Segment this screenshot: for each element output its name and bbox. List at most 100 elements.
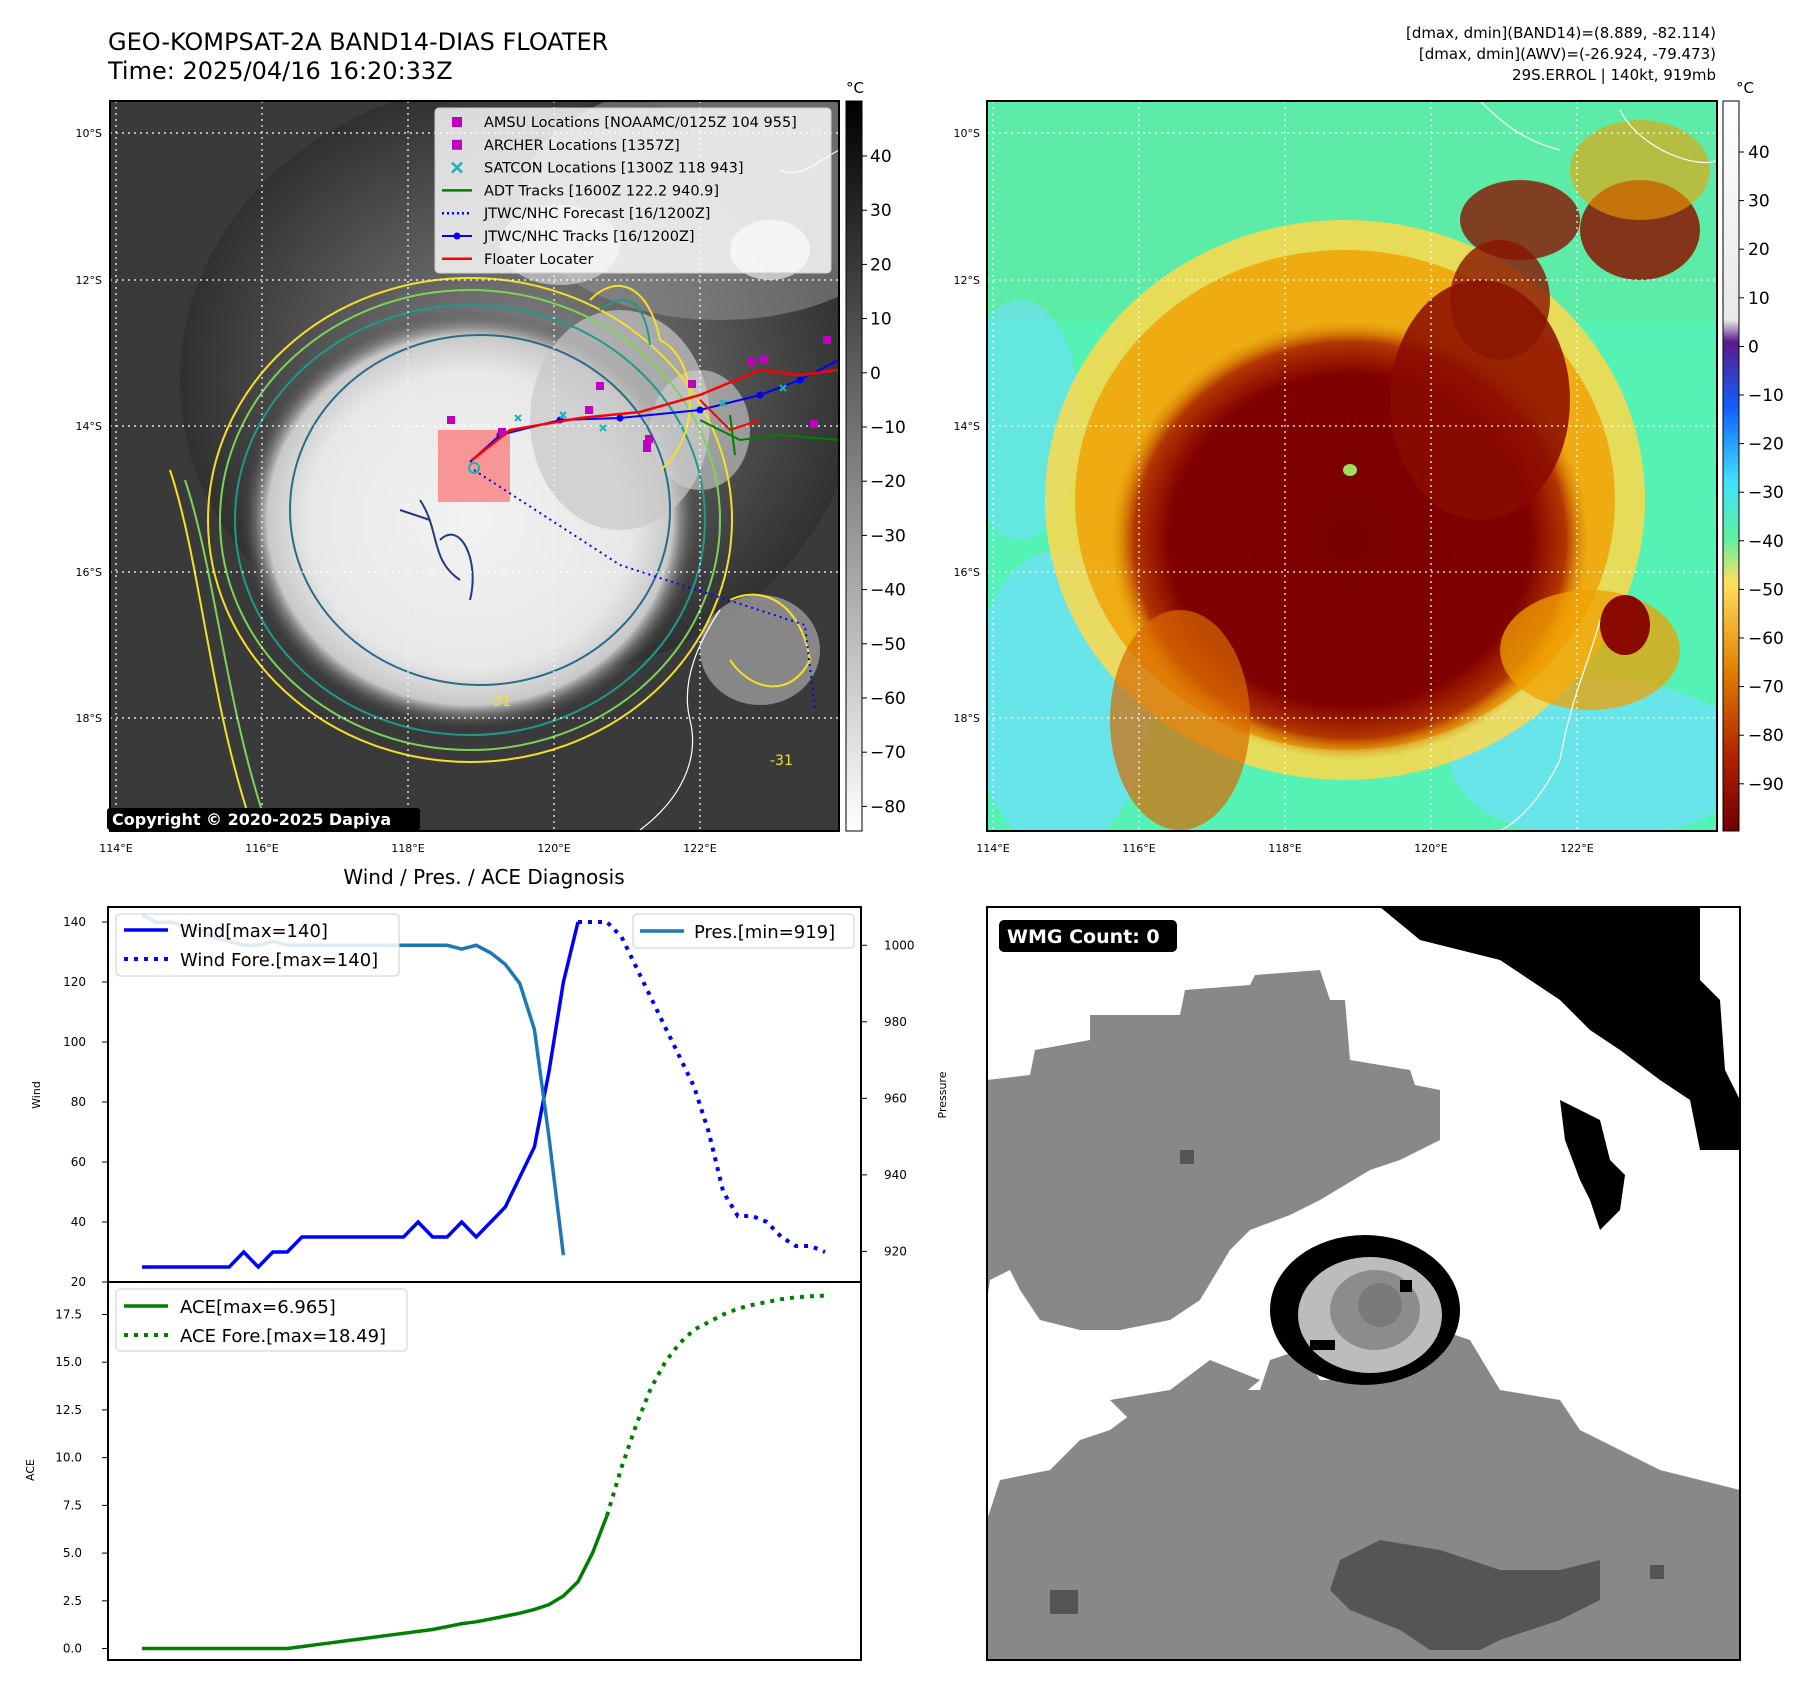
copyright-badge: Copyright © 2020-2025 Dapiya (107, 808, 420, 830)
pressure-tick-label: 1000 (884, 938, 915, 952)
jtwc-forecast-track (473, 469, 816, 711)
ir-colorbar-tick: 30 (870, 201, 892, 221)
ace-tick-label: 7.5 (63, 1498, 82, 1512)
ace-tick-label: 0.0 (63, 1642, 82, 1656)
lon-tick-label: 120°E (1414, 842, 1447, 855)
enhanced-colorbar-tick: 20 (1748, 240, 1770, 260)
legend-entry-label: SATCON Locations [1300Z 118 943] (484, 161, 743, 177)
enhanced-colorbar: °C 40 30 20 10 0 −10 −20 −30 −40 −50 −60 −70 −80 −90 (1722, 79, 1784, 832)
legend-entry-label: Floater Locater (484, 252, 593, 268)
ir-colorbar-tick: −50 (870, 635, 906, 655)
lon-tick-label: 116°E (1122, 842, 1155, 855)
ir-map-lat-ticks: 10°S 12°S 14°S 16°S 18°S (76, 127, 102, 725)
adt-track (699, 419, 839, 442)
ir-colorbar-tick: 10 (870, 310, 892, 330)
lat-tick-label: 14°S (76, 420, 102, 433)
enhanced-colorbar-tick: 30 (1748, 192, 1770, 212)
enhanced-map-lat-ticks: 10°S 12°S 14°S 16°S 18°S (954, 127, 980, 725)
diagnosis-title: Wind / Pres. / ACE Diagnosis (343, 865, 624, 889)
ace-tick-label: 17.5 (55, 1307, 82, 1321)
legend-entry-label: JTWC/NHC Forecast [16/1200Z] (483, 206, 710, 222)
contour-label-31-b: -31 (770, 753, 793, 769)
wmg-panel: WMG Count: 0 (986, 906, 1741, 1661)
enhanced-colorbar-tick: −80 (1748, 726, 1784, 746)
lon-tick-label: 116°E (245, 842, 278, 855)
floater-locator-box (438, 430, 510, 502)
ir-colorbar-tick: −60 (870, 689, 906, 709)
lon-tick-label: 122°E (683, 842, 716, 855)
enhanced-map-grid (987, 101, 1717, 831)
wind-observed-series (142, 921, 580, 1270)
lat-tick-label: 16°S (954, 566, 980, 579)
wind-tick-label: 80 (71, 1095, 86, 1109)
enhanced-colorbar-unit: °C (1736, 79, 1754, 97)
figure-title: GEO-KOMPSAT-2A BAND14-DIAS FLOATER (108, 28, 608, 56)
wind-forecast-series (578, 920, 826, 1254)
floater-track (471, 368, 839, 461)
amsu-archer-markers (447, 336, 831, 452)
wind-legend-observed: Wind[max=140] (180, 921, 328, 942)
pressure-tick-label: 920 (884, 1244, 907, 1258)
map-legend: AMSU Locations [NOAAMC/0125Z 104 955] ARC… (434, 107, 832, 274)
wind-tick-label: 60 (71, 1155, 86, 1169)
enhanced-colorbar-tick: −10 (1748, 386, 1784, 406)
ace-observed-series (142, 1514, 609, 1651)
jtwc-best-track (469, 359, 839, 463)
wind-tick-label: 140 (63, 915, 86, 929)
pressure-tick-label: 960 (884, 1091, 907, 1105)
enhanced-colorbar-tick: −40 (1748, 532, 1784, 552)
lat-tick-label: 14°S (954, 420, 980, 433)
ace-legend-observed: ACE[max=6.965] (180, 1297, 336, 1318)
ir-colorbar-tick: −40 (870, 581, 906, 601)
enhanced-colorbar-tick: 40 (1748, 143, 1770, 163)
lon-tick-label: 114°E (99, 842, 132, 855)
ir-colorbar-tick: −20 (870, 472, 906, 492)
lon-tick-label: 114°E (976, 842, 1009, 855)
lon-tick-label: 120°E (537, 842, 570, 855)
lat-tick-label: 18°S (76, 712, 102, 725)
ace-legend-forecast: ACE Fore.[max=18.49] (180, 1326, 386, 1347)
legend-entry-label: AMSU Locations [NOAAMC/0125Z 104 955] (484, 115, 797, 131)
lat-tick-label: 18°S (954, 712, 980, 725)
lat-tick-label: 12°S (76, 274, 102, 287)
enhanced-colorbar-tick: −60 (1748, 629, 1784, 649)
wmg-count-badge (999, 920, 1177, 952)
pressure-legend: Pres.[min=919] (632, 913, 855, 949)
enhanced-colorbar-tick: −30 (1748, 483, 1784, 503)
enhanced-colorbar-tick: −20 (1748, 435, 1784, 455)
ace-panel: 0.0 2.5 5.0 7.5 10.0 12.5 15.0 17.5 ACE ACE[max… (24, 1281, 862, 1661)
pressure-axis-label: Pressure (936, 1071, 949, 1118)
wmg-count-text: WMG Count: 0 (1007, 926, 1160, 948)
enhanced-colorbar-tick: 10 (1748, 289, 1770, 309)
wind-tick-label: 100 (63, 1035, 86, 1049)
ace-tick-label: 15.0 (55, 1355, 82, 1369)
satcon-markers (514, 384, 787, 432)
lat-tick-label: 10°S (76, 127, 102, 140)
enhanced-colorbar-tick: 0 (1748, 337, 1759, 357)
ace-tick-label: 2.5 (63, 1594, 82, 1608)
wind-legend-forecast: Wind Fore.[max=140] (180, 950, 378, 971)
lon-tick-label: 122°E (1560, 842, 1593, 855)
wind-axis-label: Wind (30, 1081, 43, 1109)
stats-awv: [dmax, dmin](AWV)=(-26.924, -79.473) (1419, 45, 1716, 63)
legend-entry-label: JTWC/NHC Tracks [16/1200Z] (483, 229, 695, 245)
lat-tick-label: 10°S (954, 127, 980, 140)
pressure-tick-label: 940 (884, 1168, 907, 1182)
enhanced-map-panel (987, 101, 1717, 831)
wind-pressure-panel: 20 40 60 80 100 120 140 920 940 960 980 1000 Wind … (30, 906, 949, 1289)
stats-storm: 29S.ERROL | 140kt, 919mb (1512, 66, 1716, 84)
enhanced-colorbar-tick: −50 (1748, 580, 1784, 600)
legend-entry-label: ARCHER Locations [1357Z] (484, 138, 680, 154)
ace-tick-label: 10.0 (55, 1451, 82, 1465)
contour-label-31-a: -31 (488, 694, 511, 710)
wind-tick-label: 120 (63, 975, 86, 989)
ace-legend: ACE[max=6.965] ACE Fore.[max=18.49] (115, 1288, 408, 1352)
figure-timestamp: Time: 2025/04/16 16:20:33Z (107, 57, 453, 85)
ir-map-lon-ticks: 114°E 116°E 118°E 120°E 122°E (99, 842, 716, 855)
ir-colorbar-tick: 0 (870, 364, 881, 384)
wind-legend: Wind[max=140] Wind Fore.[max=140] (115, 913, 400, 977)
enhanced-colorbar-tick: −70 (1748, 678, 1784, 698)
ir-colorbar-tick: 20 (870, 255, 892, 275)
copyright-text: Copyright © 2020-2025 Dapiya (112, 810, 391, 829)
